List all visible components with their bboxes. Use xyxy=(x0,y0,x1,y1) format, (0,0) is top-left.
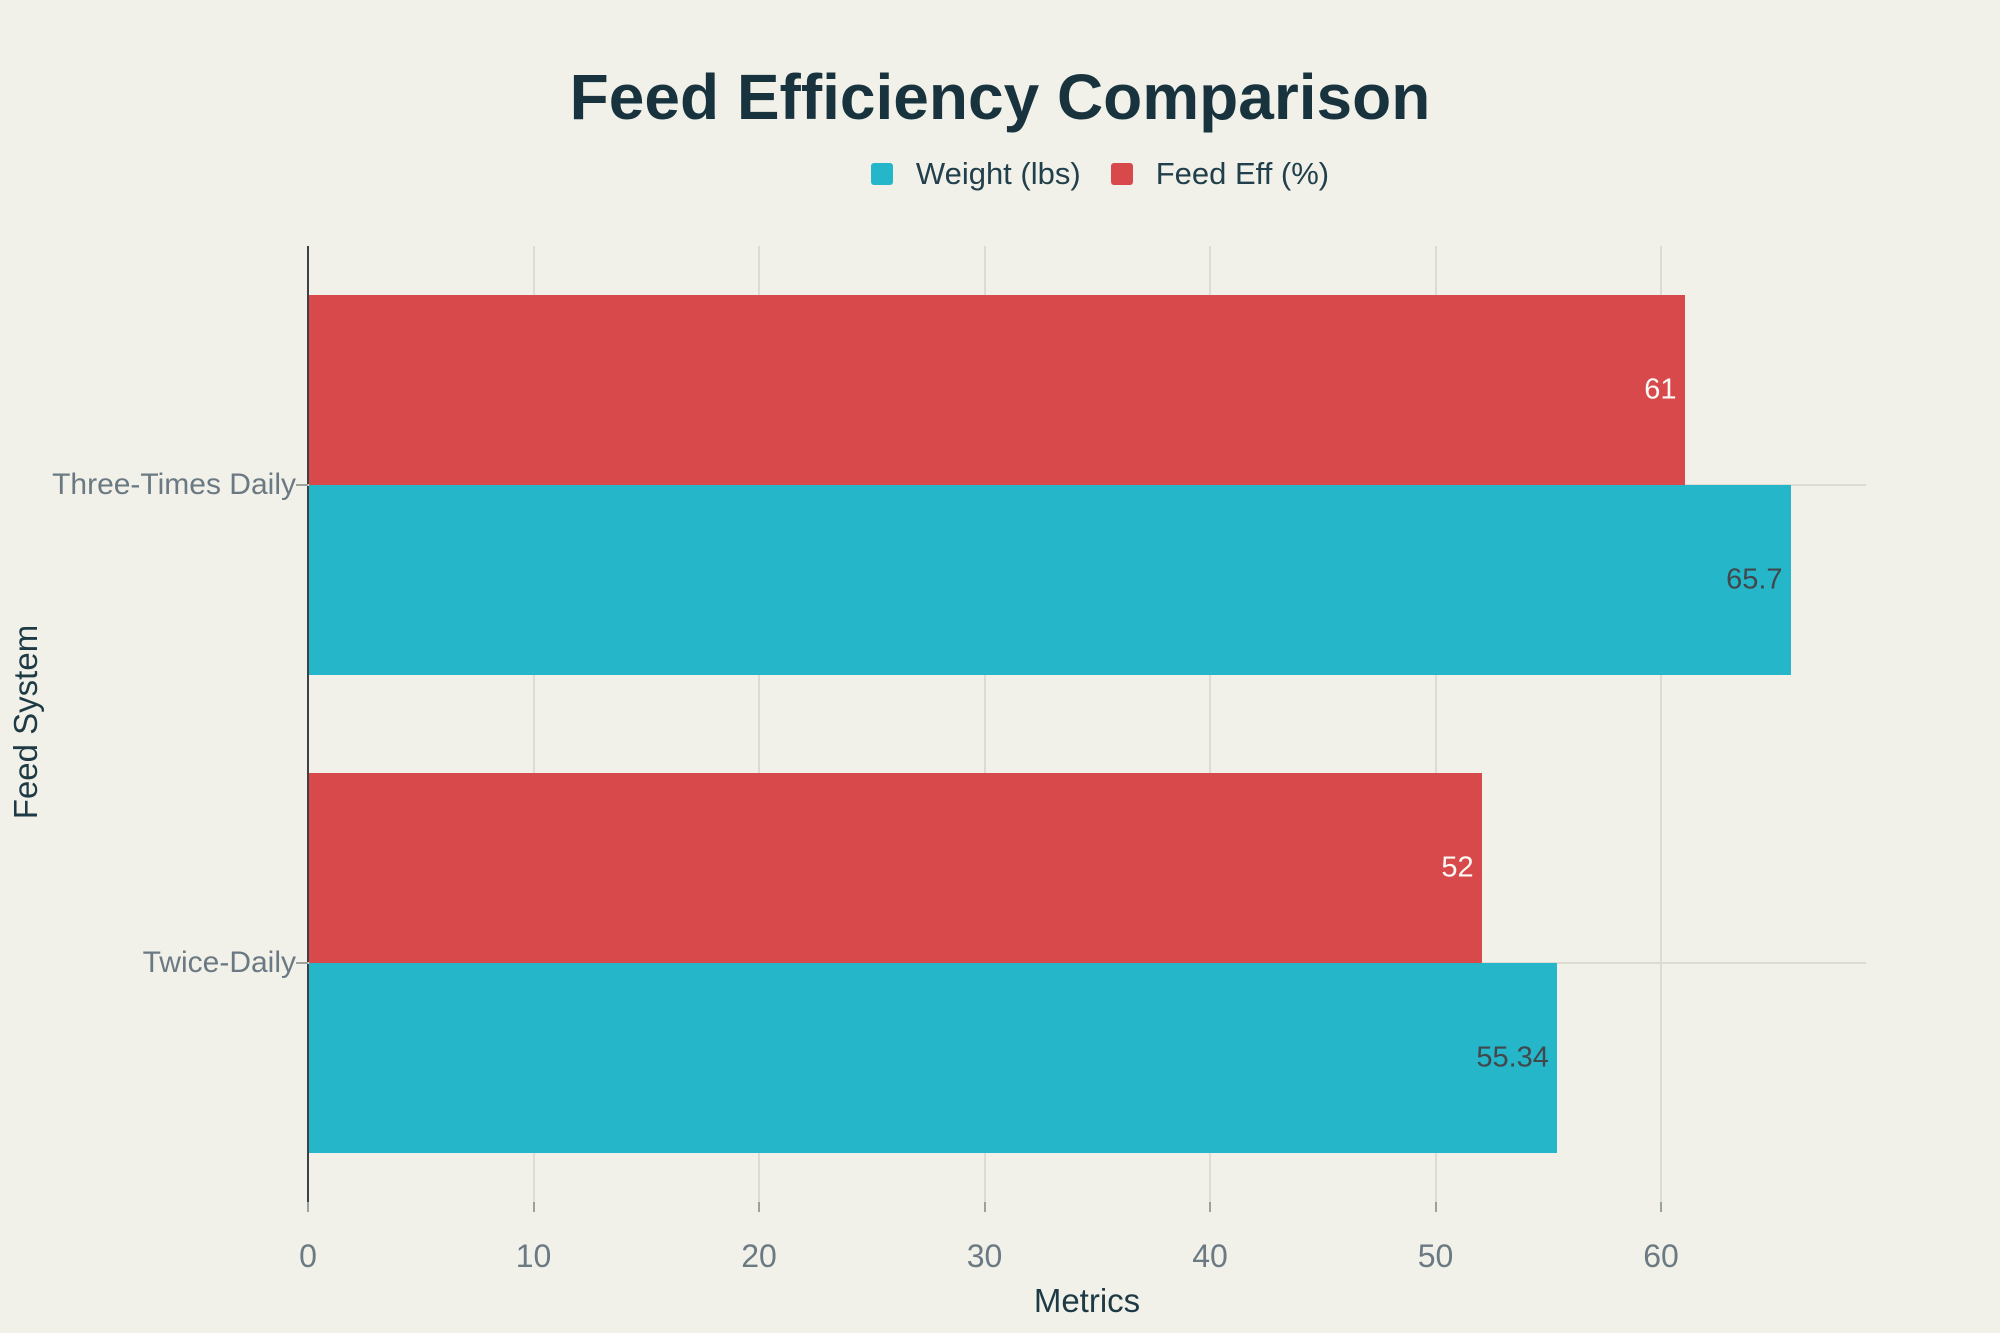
bar-feed-eff-twice-daily[interactable]: 52 xyxy=(309,773,1482,963)
x-axis-name: Metrics xyxy=(1033,1282,1141,1319)
legend-item-weight[interactable]: Weight (lbs) xyxy=(870,156,1081,192)
bar-weight-lbs-three-times-daily[interactable]: 65.7 xyxy=(309,485,1791,675)
y-axis-tick xyxy=(296,962,308,964)
y-axis-name: Feed System xyxy=(7,624,44,820)
x-gridline xyxy=(1209,246,1211,1202)
legend-label-feed-eff: Feed Eff (%) xyxy=(1155,156,1330,191)
y-axis-line xyxy=(307,246,309,1202)
y-axis-tick xyxy=(296,484,308,486)
bar-value-label: 52 xyxy=(1441,851,1474,884)
x-axis-tick xyxy=(758,1202,760,1212)
x-gridline xyxy=(1434,246,1437,1202)
x-tick-label: 30 xyxy=(966,1238,1003,1274)
x-axis-tick xyxy=(983,1202,986,1212)
legend: Weight (lbs) Feed Eff (%) xyxy=(0,156,2000,192)
y-category-label: Twice-Daily xyxy=(142,946,296,979)
x-axis-tick xyxy=(307,1202,309,1212)
chart-title: Feed Efficiency Comparison xyxy=(569,61,1431,133)
bar-value-label: 61 xyxy=(1644,373,1677,406)
x-axis-tick xyxy=(1209,1202,1211,1212)
legend-label-weight: Weight (lbs) xyxy=(915,156,1081,191)
x-tick-label: 20 xyxy=(741,1238,777,1274)
x-gridline xyxy=(983,246,986,1202)
x-tick-label: 0 xyxy=(299,1238,317,1274)
x-tick-label: 50 xyxy=(1417,1238,1454,1274)
bar-value-label: 55.34 xyxy=(1476,1041,1549,1074)
x-gridline xyxy=(758,246,760,1202)
x-gridline xyxy=(1660,246,1662,1202)
x-axis-tick xyxy=(532,1202,535,1212)
legend-swatch-feed-eff-icon xyxy=(1110,163,1133,185)
x-gridline xyxy=(532,246,535,1202)
x-tick-label: 10 xyxy=(515,1238,552,1274)
bar-weight-lbs-twice-daily[interactable]: 55.34 xyxy=(309,963,1557,1153)
x-tick-label: 60 xyxy=(1643,1238,1679,1274)
legend-item-feed-eff[interactable]: Feed Eff (%) xyxy=(1110,156,1330,192)
x-axis-tick xyxy=(1434,1202,1437,1212)
y-category-label: Three-Times Daily xyxy=(52,468,296,501)
x-tick-label: 40 xyxy=(1192,1238,1228,1274)
bar-feed-eff-three-times-daily[interactable]: 61 xyxy=(309,295,1685,485)
bar-value-label: 65.7 xyxy=(1726,563,1783,596)
x-axis-tick xyxy=(1660,1202,1662,1212)
legend-swatch-weight-icon xyxy=(870,163,893,185)
